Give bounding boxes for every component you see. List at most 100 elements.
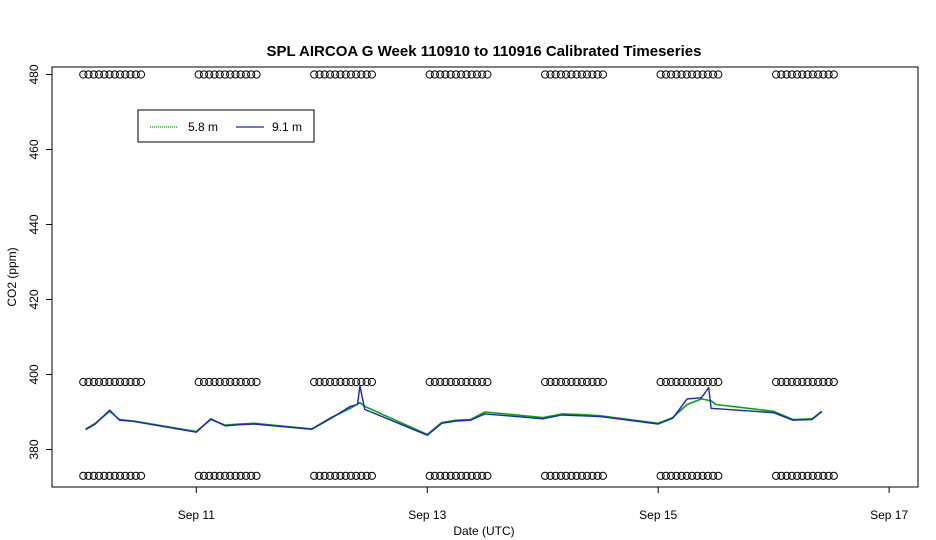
marker-point <box>787 70 796 79</box>
marker-point <box>583 471 592 480</box>
y-tick-label: 440 <box>27 214 41 234</box>
marker-point <box>819 471 828 480</box>
marker-point <box>593 471 602 480</box>
marker-point <box>682 471 691 480</box>
marker-point <box>352 377 361 387</box>
legend-box <box>137 109 315 143</box>
marker-point <box>126 471 135 480</box>
marker-point <box>541 377 550 387</box>
marker-point <box>362 377 371 387</box>
marker-point <box>136 70 146 79</box>
marker-point <box>656 70 665 79</box>
marker-point <box>577 377 587 387</box>
marker-point <box>331 377 340 387</box>
marker-point <box>336 70 345 79</box>
marker-point <box>215 70 224 79</box>
marker-point <box>310 70 319 79</box>
plot-frame <box>51 66 919 488</box>
marker-point <box>441 471 450 480</box>
marker-point <box>567 377 576 387</box>
marker-point <box>787 471 796 480</box>
marker-point <box>698 471 707 480</box>
marker-point <box>467 471 476 480</box>
marker-point <box>478 471 487 480</box>
marker-point <box>79 377 88 387</box>
marker-point <box>793 377 802 387</box>
marker-point <box>84 471 93 480</box>
marker-point <box>325 471 335 480</box>
marker-point <box>199 377 209 387</box>
marker-point <box>572 377 581 387</box>
marker-point <box>331 70 340 79</box>
marker-point <box>89 377 98 387</box>
marker-point <box>357 70 366 79</box>
marker-point <box>814 70 823 79</box>
marker-point <box>94 377 104 387</box>
marker-point <box>546 377 555 387</box>
marker-point <box>577 70 587 79</box>
marker-point <box>220 70 230 79</box>
marker-point <box>698 377 707 387</box>
marker-point <box>136 471 146 480</box>
marker-point <box>688 471 697 480</box>
marker-point <box>341 70 350 79</box>
marker-point <box>467 70 476 79</box>
marker-point <box>210 377 219 387</box>
marker-point <box>105 70 114 79</box>
marker-point <box>430 471 439 480</box>
marker-point <box>346 70 355 79</box>
marker-point <box>593 70 602 79</box>
marker-point <box>100 70 109 79</box>
y-tick-label: 460 <box>27 139 41 159</box>
marker-point <box>441 70 450 79</box>
marker-point <box>121 70 130 79</box>
marker-rows <box>79 70 838 480</box>
marker-point <box>131 471 140 480</box>
marker-point <box>336 377 345 387</box>
marker-point <box>341 471 350 480</box>
marker-point <box>362 471 371 480</box>
series-line-9-1m <box>85 385 823 436</box>
marker-point <box>446 377 455 387</box>
marker-point <box>462 377 471 387</box>
marker-point <box>436 377 445 387</box>
marker-point <box>703 377 712 387</box>
marker-point <box>709 70 718 79</box>
marker-point <box>446 471 455 480</box>
marker-point <box>451 70 460 79</box>
marker-point <box>441 377 450 387</box>
x-tick-label: Sep 15 <box>639 508 677 522</box>
marker-point <box>231 377 240 387</box>
legend-label-9-1m: 9.1 m <box>272 120 302 134</box>
marker-point <box>367 471 376 480</box>
marker-point <box>94 70 104 79</box>
marker-point <box>320 70 329 79</box>
x-axis-label: Date (UTC) <box>453 524 514 538</box>
marker-point <box>829 377 838 387</box>
marker-point <box>220 377 230 387</box>
marker-point <box>247 377 256 387</box>
marker-point <box>352 471 361 480</box>
marker-point <box>462 70 471 79</box>
marker-point <box>688 70 697 79</box>
marker-point <box>709 471 718 480</box>
marker-point <box>688 377 697 387</box>
marker-point <box>782 471 791 480</box>
marker-point <box>803 471 812 480</box>
marker-point <box>357 471 366 480</box>
marker-point <box>205 471 214 480</box>
marker-point <box>598 377 608 387</box>
marker-point <box>551 70 560 79</box>
x-tick-label: Sep 17 <box>870 508 908 522</box>
marker-point <box>667 471 676 480</box>
marker-point <box>709 377 718 387</box>
marker-point <box>777 471 786 480</box>
marker-point <box>677 70 686 79</box>
y-tick-label: 400 <box>27 364 41 384</box>
marker-point <box>588 377 597 387</box>
marker-point <box>803 377 812 387</box>
marker-point <box>693 70 702 79</box>
marker-point <box>320 471 329 480</box>
marker-point <box>693 377 702 387</box>
marker-point <box>362 70 371 79</box>
